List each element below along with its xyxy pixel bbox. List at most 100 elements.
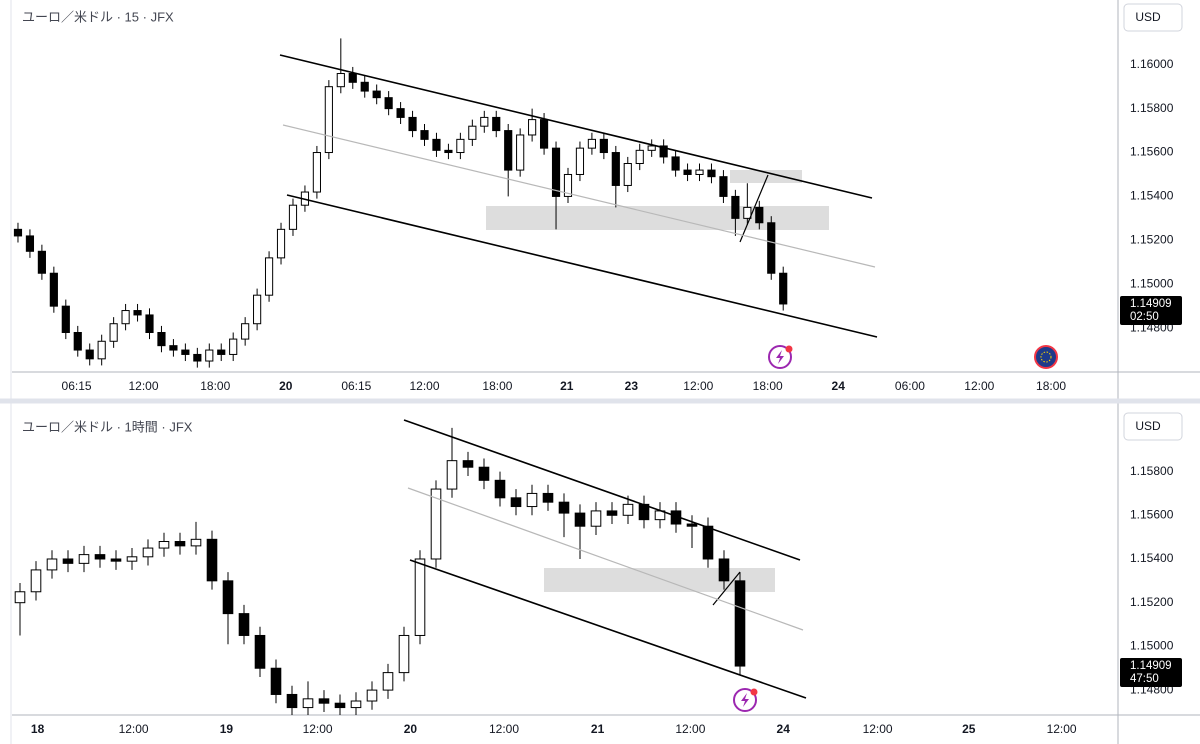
candle-body xyxy=(286,693,298,709)
candle-body xyxy=(193,353,202,362)
candle-body xyxy=(396,108,405,118)
candle-body xyxy=(468,125,477,140)
candle-body xyxy=(671,156,680,171)
candle-body xyxy=(254,634,266,669)
candle-body xyxy=(590,510,602,527)
candle-body xyxy=(635,149,644,165)
candle-body xyxy=(174,541,186,547)
x-tick-label: 12:00 xyxy=(129,379,159,393)
candle-body xyxy=(611,152,620,186)
y-tick-label: 1.15000 xyxy=(1130,276,1174,290)
y-tick-label: 1.15000 xyxy=(1130,639,1174,653)
y-tick-label: 1.16000 xyxy=(1130,57,1174,71)
channel-mid-line xyxy=(407,487,804,631)
candle-body xyxy=(622,503,634,516)
candle-body xyxy=(683,169,692,175)
candle-body xyxy=(318,698,330,704)
countdown: 02:50 xyxy=(1130,311,1159,323)
channel-bottom xyxy=(286,194,878,338)
candle-body xyxy=(229,338,238,355)
candle-body xyxy=(551,147,561,197)
x-tick-label: 12:00 xyxy=(863,722,893,736)
x-tick-label: 12:00 xyxy=(409,379,439,393)
x-tick-label: 25 xyxy=(962,722,976,736)
x-tick-label: 06:15 xyxy=(62,379,92,393)
candle-body xyxy=(510,497,522,508)
candle-body xyxy=(205,349,214,362)
candle-body xyxy=(169,345,178,351)
candle-body xyxy=(718,558,730,582)
candle-body xyxy=(659,145,668,158)
candle-body xyxy=(110,558,122,562)
candle-body xyxy=(324,86,333,154)
candle-body xyxy=(158,541,170,549)
candles xyxy=(13,38,788,368)
candle-body xyxy=(25,235,35,252)
candle-body xyxy=(62,558,74,564)
candle-body xyxy=(408,116,417,132)
x-tick-label: 24 xyxy=(777,722,791,736)
candle-body xyxy=(480,116,489,127)
candle-body xyxy=(755,206,764,224)
candle-body xyxy=(312,152,321,193)
y-tick-label: 1.15800 xyxy=(1130,101,1174,115)
y-tick-label: 1.15600 xyxy=(1130,507,1174,521)
candle-body xyxy=(85,349,94,360)
candle-body xyxy=(647,145,656,151)
candle-body xyxy=(734,580,746,667)
channel-bottom xyxy=(409,559,807,699)
candle-body xyxy=(109,323,118,342)
candle-body xyxy=(206,538,218,582)
x-tick-label: 20 xyxy=(279,379,293,393)
currency-label[interactable]: USD xyxy=(1135,10,1161,24)
candle-body xyxy=(302,698,314,709)
channel-top xyxy=(279,54,873,199)
candle-body xyxy=(526,492,538,508)
candle-body xyxy=(707,169,716,178)
candle-body xyxy=(446,460,458,490)
candle-body xyxy=(599,138,608,154)
flag-icon xyxy=(1034,345,1058,369)
currency-label[interactable]: USD xyxy=(1135,419,1161,433)
candle-body xyxy=(372,90,381,99)
x-tick-label: 12:00 xyxy=(303,722,333,736)
x-tick-label: 20 xyxy=(404,722,418,736)
candles xyxy=(14,427,746,715)
currency-button[interactable] xyxy=(1123,3,1183,32)
candle-body xyxy=(743,206,752,219)
candle-body xyxy=(574,512,586,527)
candle-body xyxy=(94,554,106,560)
candle-body xyxy=(336,73,345,88)
candle-body xyxy=(731,195,740,219)
candle-body xyxy=(61,305,70,333)
x-tick-label: 18:00 xyxy=(1036,379,1066,393)
candle-body xyxy=(587,138,596,149)
badge-bg xyxy=(1120,658,1182,688)
candle-body xyxy=(49,272,58,307)
chart-title: ユーロ／米ドル · 15 · JFX xyxy=(22,9,174,24)
candle-body xyxy=(126,556,138,562)
countdown: 47:50 xyxy=(1130,673,1159,685)
candle-body xyxy=(238,613,250,636)
channel-mid xyxy=(282,124,876,631)
x-tick-label: 12:00 xyxy=(964,379,994,393)
x-tick-label: 21 xyxy=(591,722,605,736)
candle-body xyxy=(157,331,166,347)
candle-body xyxy=(121,310,130,325)
candle-body xyxy=(542,492,554,503)
candle-body xyxy=(253,294,262,325)
candle-body xyxy=(606,510,618,516)
candle-body xyxy=(695,169,704,175)
candle-body xyxy=(767,222,776,274)
currency-button[interactable] xyxy=(1123,412,1183,441)
y-tick-label: 1.15400 xyxy=(1130,189,1174,203)
candle-body xyxy=(558,501,570,514)
candle-body xyxy=(779,272,788,305)
candle-body xyxy=(563,173,573,197)
zone-box xyxy=(730,170,802,183)
candle-body xyxy=(360,81,369,92)
candle-body xyxy=(217,349,226,355)
